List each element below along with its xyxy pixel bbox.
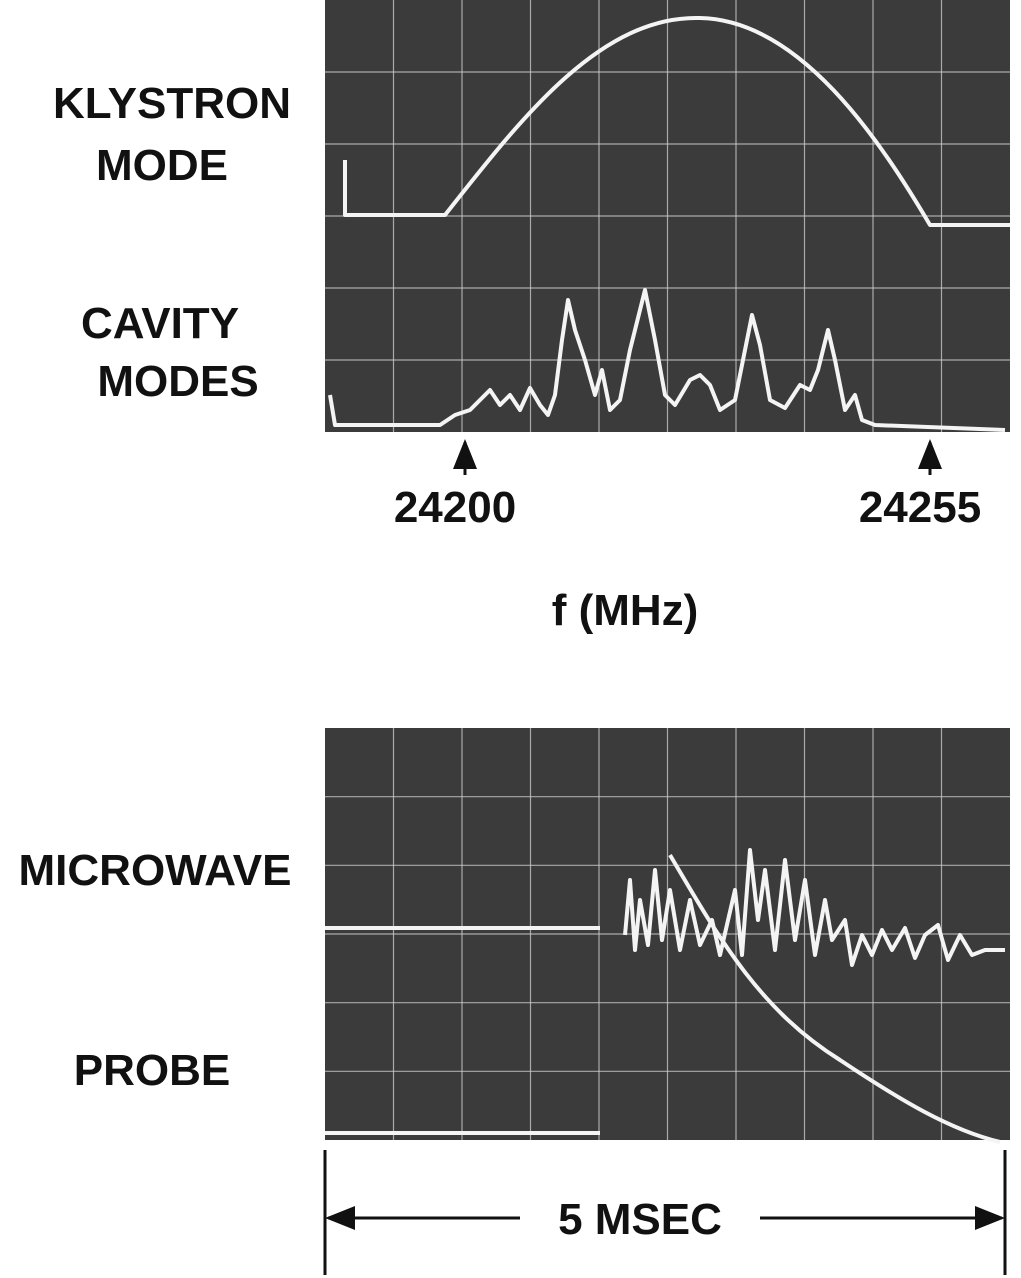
label: MODE — [96, 141, 228, 190]
label: MICROWAVE — [19, 846, 292, 895]
scale-label: 5 MSEC — [558, 1195, 722, 1244]
label: KLYSTRON — [53, 79, 291, 128]
probe-trace — [325, 853, 1001, 1144]
label: CAVITY — [81, 299, 239, 348]
grid — [325, 0, 1010, 1140]
cavity-trace — [328, 288, 1006, 432]
label: MODES — [97, 357, 258, 406]
klystron-trace — [343, 15, 1010, 227]
microwave-trace — [325, 848, 1005, 967]
frequency-marker: 24255 — [859, 483, 981, 532]
axis-label: f (MHz) — [552, 586, 699, 635]
label: PROBE — [74, 1046, 230, 1095]
frequency-marker: 24200 — [394, 483, 516, 532]
